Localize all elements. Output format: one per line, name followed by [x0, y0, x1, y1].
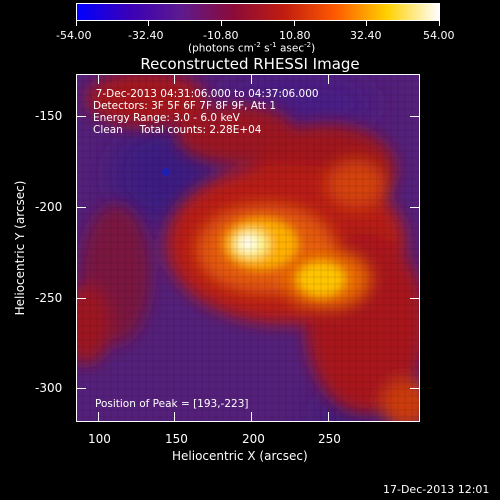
colorbar-tick-label: -32.40	[128, 29, 164, 42]
colorbar-ticks	[0, 21, 500, 29]
colorbar-tick-label: -10.80	[203, 29, 239, 42]
x-tick-label: 250	[318, 432, 341, 446]
colorbar-gradient	[77, 4, 439, 20]
rhessi-image	[76, 74, 420, 422]
colorbar-tick-label: 10.80	[279, 29, 311, 42]
y-tick-label: -150	[35, 109, 63, 123]
plot-title: Reconstructed RHESSI Image	[140, 55, 360, 73]
colorbar	[76, 3, 440, 21]
y-tick-label: -250	[35, 291, 63, 305]
colorbar-tick-label: -54.00	[56, 29, 92, 42]
info-line-detectors: Detectors: 3F 5F 6F 7F 8F 9F, Att 1	[93, 100, 277, 112]
plot-ticks	[76, 74, 420, 422]
info-line-time: 7-Dec-2013 04:31:06.000 to 04:37:06.000	[89, 88, 319, 100]
x-tick-label: 150	[165, 432, 188, 446]
image-plot	[76, 74, 420, 422]
peak-position-text: Position of Peak = [193,-223]	[95, 398, 249, 410]
info-line-energy: Energy Range: 3.0 - 6.0 keV	[93, 112, 240, 124]
colorbar-tick-label: 32.40	[350, 29, 382, 42]
y-tick-label: -300	[35, 381, 63, 395]
colorbar-units: (photons cm-2 s-1 asec-2)	[188, 41, 316, 55]
x-tick-label: 100	[88, 432, 111, 446]
x-tick-label: 200	[242, 432, 265, 446]
info-line-clean: Clean Total counts: 2.28E+04	[93, 124, 262, 136]
plot-frame	[76, 74, 420, 422]
y-tick-label: -200	[35, 200, 63, 214]
colorbar-tick-label: 54.00	[423, 29, 455, 42]
x-axis-label: Heliocentric X (arcsec)	[172, 449, 308, 463]
footer-timestamp: 17-Dec-2013 12:01	[383, 483, 490, 496]
y-axis-label: Heliocentric Y (arcsec)	[13, 180, 27, 316]
